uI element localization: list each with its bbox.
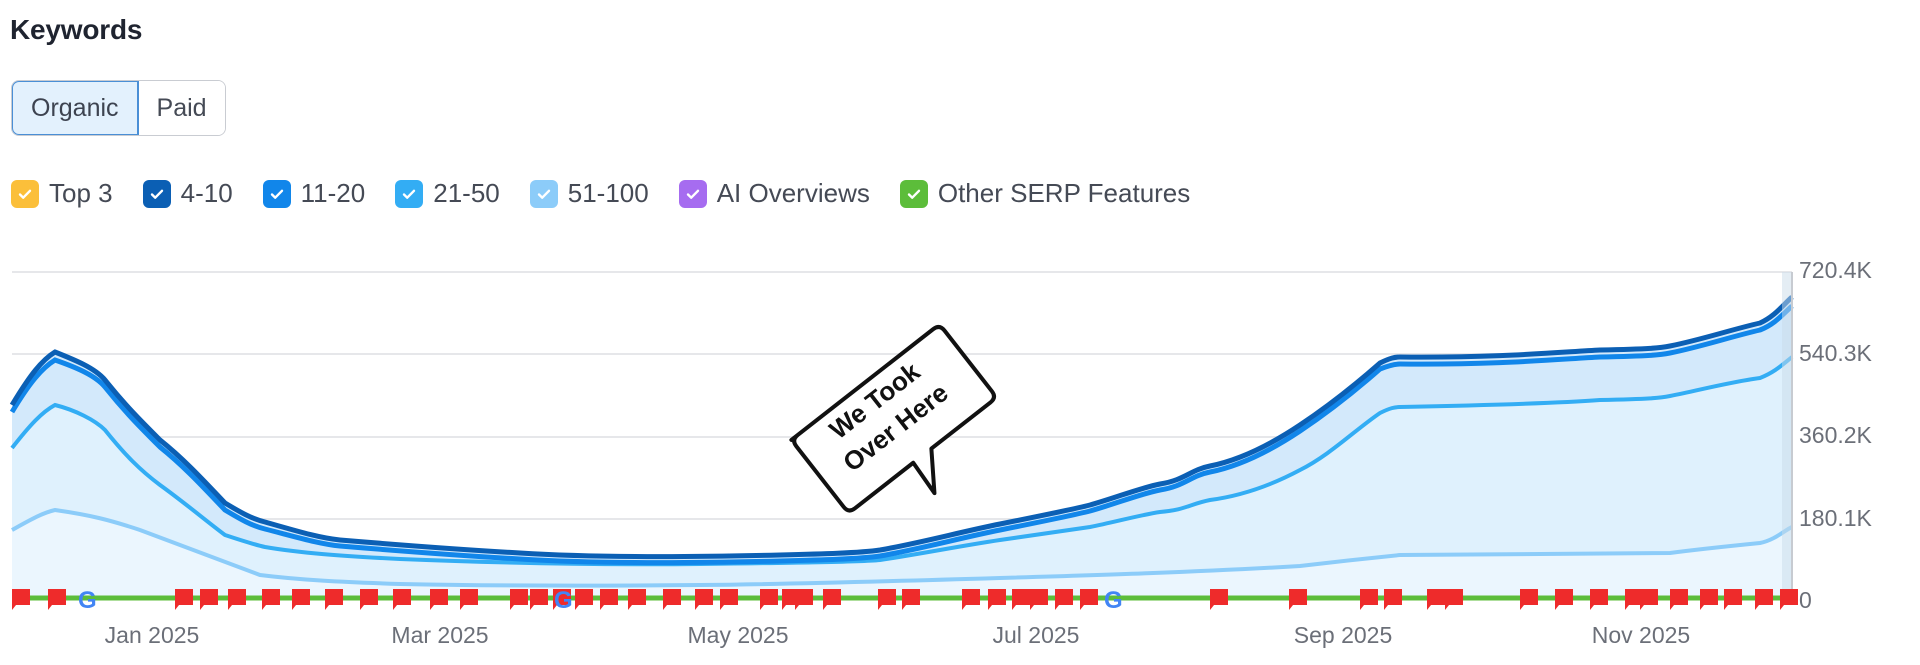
event-flag-icon[interactable] [600, 589, 618, 610]
svg-text:G: G [554, 587, 573, 614]
event-flag-icon[interactable] [325, 589, 343, 610]
checkbox-checked-icon[interactable] [529, 179, 558, 208]
event-flag-icon[interactable] [292, 589, 310, 610]
legend-11-20[interactable]: 11-20 [262, 178, 366, 209]
event-flag-icon[interactable] [1360, 589, 1378, 610]
event-flag-icon[interactable] [1700, 589, 1718, 610]
event-flag-icon[interactable] [823, 589, 841, 610]
event-flag-icon[interactable] [1012, 589, 1030, 610]
checkbox-checked-icon[interactable] [142, 179, 171, 208]
organic-paid-toggle: Organic Paid [11, 80, 226, 136]
line-4-10 [9, 295, 1794, 560]
event-flag-icon[interactable] [1555, 589, 1573, 610]
event-flag-icon[interactable] [663, 589, 681, 610]
event-flag-icon[interactable] [902, 589, 920, 610]
google-update-icon: G G G [78, 587, 1123, 614]
legend-label: 51-100 [567, 178, 649, 208]
legend-label: AI Overviews [716, 178, 870, 208]
event-flag-icon[interactable] [228, 589, 246, 610]
event-flag-icon[interactable] [1755, 589, 1773, 610]
event-flag-icon[interactable] [878, 589, 896, 610]
event-flag-icon[interactable] [1520, 589, 1538, 610]
event-flag-icon[interactable] [1055, 589, 1073, 610]
area-21-50 [12, 357, 1792, 600]
checkbox-checked-icon[interactable] [899, 179, 928, 208]
event-flag-icon[interactable] [760, 589, 778, 610]
svg-text:G: G [1104, 587, 1123, 614]
event-flag-icon[interactable] [1289, 589, 1307, 610]
event-flag-icon[interactable] [360, 589, 378, 610]
event-flag-icon[interactable] [1030, 589, 1048, 610]
y-tick-180k: 180.1K [1799, 505, 1872, 531]
legend-label: Other SERP Features [937, 178, 1191, 208]
checkbox-checked-icon[interactable] [11, 179, 39, 208]
event-flag-icon[interactable] [1780, 589, 1798, 610]
x-tick-mar-2025: Mar 2025 [391, 622, 489, 648]
event-flag-icon[interactable] [1427, 589, 1445, 610]
event-flag-icon[interactable] [628, 589, 646, 610]
event-flag-icon[interactable] [48, 589, 66, 610]
event-flag-icon[interactable] [510, 589, 528, 610]
event-flag-icon[interactable] [1384, 589, 1402, 610]
y-tick-540k: 540.3K [1799, 340, 1872, 366]
line-11-20 [9, 304, 1794, 566]
svg-text:G: G [78, 587, 97, 614]
x-tick-jan-2025: Jan 2025 [104, 622, 200, 648]
event-flag-icon[interactable] [175, 589, 193, 610]
event-flag-icon[interactable] [1724, 589, 1742, 610]
event-flag-icon[interactable] [1445, 589, 1463, 610]
line-21-50 [10, 355, 1794, 567]
legend-ai-overviews[interactable]: AI Overviews [678, 178, 870, 209]
x-tick-sep-2025: Sep 2025 [1293, 622, 1393, 648]
legend-label: 21-50 [433, 178, 500, 208]
y-tick-0: 0 [1799, 587, 1812, 613]
y-tick-360k: 360.2K [1799, 422, 1872, 448]
legend-top-3[interactable]: Top 3 [11, 178, 113, 209]
legend-51-100[interactable]: 51-100 [529, 178, 649, 209]
event-flag-icon[interactable] [553, 589, 571, 610]
annotation-speech-bubble [789, 325, 996, 513]
y-tick-720k: 720.4K [1799, 257, 1872, 283]
event-flag-icon[interactable] [962, 589, 980, 610]
event-flag-icon[interactable] [695, 589, 713, 610]
x-tick-nov-2025: Nov 2025 [1591, 622, 1691, 648]
checkbox-checked-icon[interactable] [678, 179, 707, 208]
area-51-100 [12, 510, 1792, 600]
event-flag-icon[interactable] [988, 589, 1006, 610]
legend-label: Top 3 [49, 178, 113, 208]
x-tick-jul-2025: Jul 2025 [992, 622, 1080, 648]
event-flag-icon[interactable] [12, 589, 30, 610]
event-flag-icon[interactable] [1670, 589, 1688, 610]
event-flag-icon[interactable] [720, 589, 738, 610]
checkbox-checked-icon[interactable] [395, 179, 424, 208]
organic-tab[interactable]: Organic [11, 81, 139, 135]
event-flag-icon[interactable] [1625, 589, 1643, 610]
legend-21-50[interactable]: 21-50 [395, 178, 500, 209]
x-tick-may-2025: May 2025 [687, 622, 789, 648]
event-flag-icon[interactable] [1210, 589, 1228, 610]
checkbox-checked-icon[interactable] [262, 179, 291, 208]
page-title: Keywords [10, 14, 143, 45]
event-flag-icon[interactable] [575, 589, 593, 610]
chart-legend: Top 3 4-10 11-20 21-50 51-100 AI Overvie… [11, 178, 1220, 209]
paid-tab[interactable]: Paid [138, 81, 225, 135]
event-flag-icon[interactable] [393, 589, 411, 610]
event-flag-icon[interactable] [262, 589, 280, 610]
event-flag-icon[interactable] [1640, 589, 1658, 610]
event-flag-icon[interactable] [430, 589, 448, 610]
event-flag-icon[interactable] [1080, 589, 1098, 610]
current-period-highlight [1782, 272, 1792, 600]
event-flag-icon[interactable] [1590, 589, 1608, 610]
legend-label: 11-20 [300, 178, 366, 208]
event-flag-markers [12, 589, 1798, 610]
event-flag-icon[interactable] [795, 589, 813, 610]
line-51-100 [11, 507, 1793, 588]
legend-label: 4-10 [180, 178, 233, 208]
legend-other-serp-features[interactable]: Other SERP Features [899, 178, 1191, 209]
event-flag-icon[interactable] [530, 589, 548, 610]
event-flag-icon[interactable] [460, 589, 478, 610]
event-flag-icon[interactable] [200, 589, 218, 610]
legend-4-10[interactable]: 4-10 [142, 178, 233, 209]
